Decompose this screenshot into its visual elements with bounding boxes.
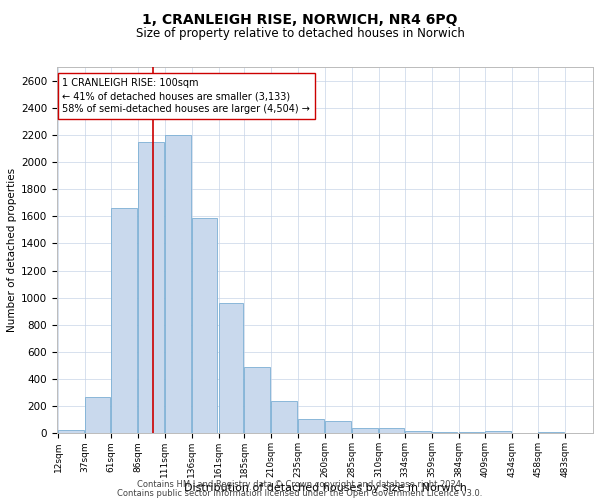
Text: Size of property relative to detached houses in Norwich: Size of property relative to detached ho…	[136, 28, 464, 40]
X-axis label: Distribution of detached houses by size in Norwich: Distribution of detached houses by size …	[184, 483, 467, 493]
Bar	[512, 433, 537, 434]
Bar	[191, 218, 217, 434]
Bar	[298, 418, 324, 434]
Bar	[458, 432, 484, 434]
Bar	[485, 431, 511, 434]
Bar	[405, 431, 431, 434]
Y-axis label: Number of detached properties: Number of detached properties	[7, 168, 17, 332]
Bar	[271, 401, 297, 434]
Bar	[165, 135, 191, 434]
Bar	[58, 430, 84, 434]
Bar	[244, 367, 270, 434]
Bar	[379, 428, 404, 434]
Bar	[565, 433, 591, 434]
Text: Contains public sector information licensed under the Open Government Licence v3: Contains public sector information licen…	[118, 489, 482, 498]
Text: Contains HM Land Registry data © Crown copyright and database right 2024.: Contains HM Land Registry data © Crown c…	[137, 480, 463, 489]
Bar	[85, 397, 110, 434]
Bar	[431, 432, 457, 434]
Bar	[138, 142, 164, 434]
Bar	[325, 422, 351, 434]
Bar	[218, 303, 244, 434]
Bar	[111, 208, 137, 434]
Text: 1, CRANLEIGH RISE, NORWICH, NR4 6PQ: 1, CRANLEIGH RISE, NORWICH, NR4 6PQ	[142, 12, 458, 26]
Text: 1 CRANLEIGH RISE: 100sqm
← 41% of detached houses are smaller (3,133)
58% of sem: 1 CRANLEIGH RISE: 100sqm ← 41% of detach…	[62, 78, 310, 114]
Bar	[352, 428, 378, 434]
Bar	[538, 432, 564, 434]
